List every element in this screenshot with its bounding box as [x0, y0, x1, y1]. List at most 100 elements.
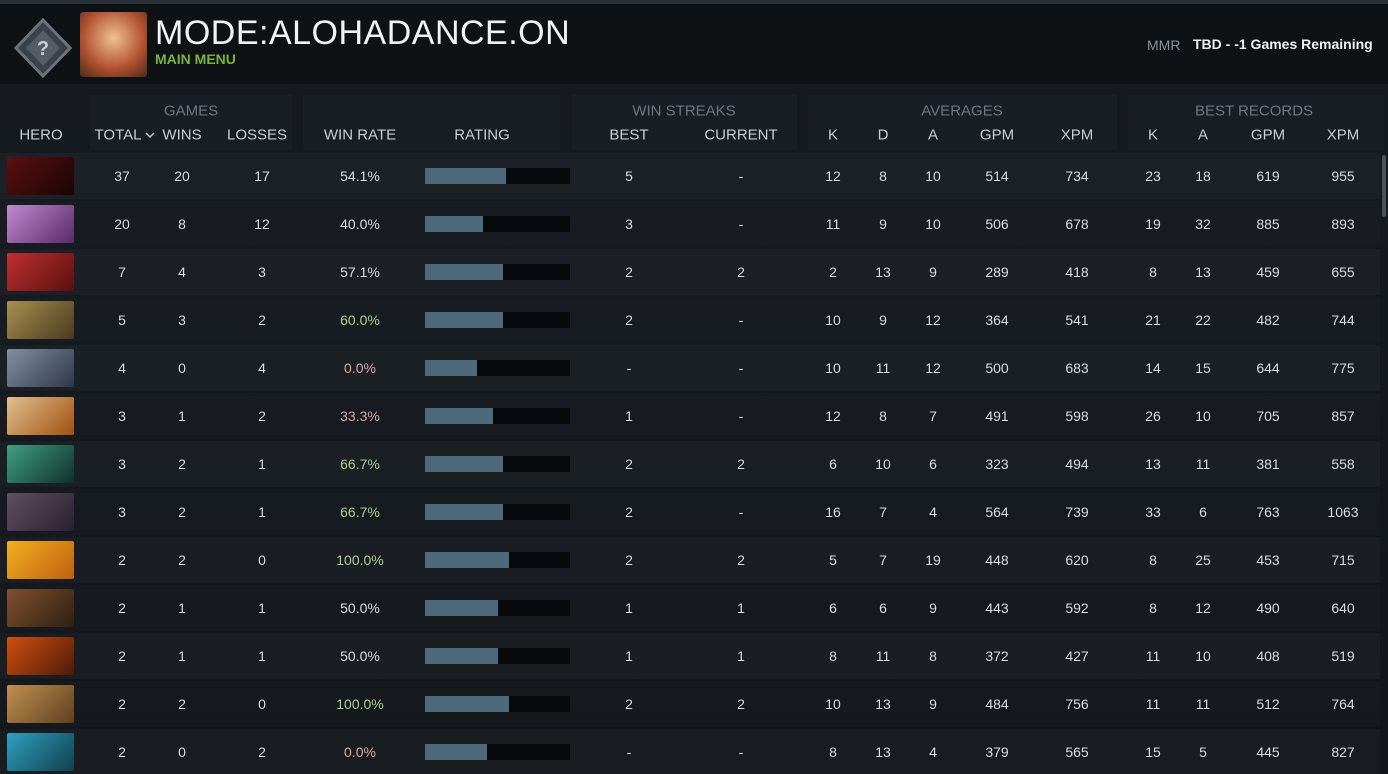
cell: 10	[925, 216, 941, 232]
column-header[interactable]: GPM	[979, 126, 1015, 144]
subtitle[interactable]: MAIN MENU	[155, 51, 236, 67]
rating-track	[425, 360, 570, 376]
row-bg[interactable]	[0, 249, 1380, 295]
cell: 0	[258, 552, 266, 568]
cell: 3	[118, 456, 126, 472]
cell: 490	[1256, 600, 1280, 616]
row-bg[interactable]	[0, 489, 1380, 535]
cell: 5	[829, 552, 837, 568]
column-header[interactable]: K	[1147, 126, 1159, 144]
cell: 11	[875, 360, 891, 376]
row-bg[interactable]	[0, 153, 1380, 199]
column-header[interactable]: CURRENT	[704, 126, 778, 144]
group-header: GAMES	[163, 102, 219, 120]
column-header[interactable]: BEST	[609, 126, 649, 144]
column-header[interactable]: D	[877, 126, 889, 144]
column-header[interactable]: XPM	[1060, 126, 1094, 144]
cell: 20	[114, 216, 130, 232]
cell: 13	[1145, 456, 1161, 472]
cell: 0	[178, 360, 186, 376]
cell: 1	[625, 408, 633, 424]
win-rate: 33.3%	[340, 408, 380, 424]
games-panel	[90, 95, 292, 150]
column-header[interactable]: A	[927, 126, 939, 144]
cell: 2	[625, 312, 633, 328]
column-header[interactable]: K	[827, 126, 839, 144]
cell: 541	[1065, 312, 1089, 328]
rating-track	[425, 408, 570, 424]
cell: 893	[1331, 216, 1355, 232]
cell: 705	[1256, 408, 1280, 424]
cell: 640	[1331, 600, 1355, 616]
cell: 2	[118, 744, 126, 760]
cell: 10	[825, 360, 841, 376]
row-bg[interactable]	[0, 537, 1380, 583]
cell: 2	[625, 264, 633, 280]
column-header[interactable]: HERO	[19, 126, 63, 144]
row-bg[interactable]	[0, 393, 1380, 439]
cell: 565	[1065, 744, 1089, 760]
cell: 25	[1195, 552, 1211, 568]
cell: 12	[825, 408, 841, 424]
rating-track	[425, 312, 570, 328]
cell: 7	[929, 408, 937, 424]
title: MODE:ALOHADANCE.ON	[155, 14, 571, 52]
row-bg[interactable]	[0, 729, 1380, 774]
cell: 1063	[1327, 504, 1359, 520]
cell: 8	[1149, 600, 1157, 616]
cell: 6	[829, 600, 837, 616]
win-rate: 40.0%	[340, 216, 380, 232]
avatar[interactable]	[80, 12, 147, 77]
cell: 514	[985, 168, 1009, 184]
cell: 1	[178, 600, 186, 616]
column-header[interactable]: LOSSES	[226, 126, 288, 144]
rating-track	[425, 696, 570, 712]
cell: 418	[1065, 264, 1089, 280]
rating-bar	[425, 456, 504, 472]
header-bar	[0, 4, 1388, 84]
cell: 857	[1331, 408, 1355, 424]
cell: 408	[1256, 648, 1280, 664]
column-header[interactable]: WINS	[162, 126, 202, 144]
column-header[interactable]: RATING	[454, 126, 510, 144]
rating-track	[425, 456, 570, 472]
row-bg[interactable]	[0, 441, 1380, 487]
cell: 3	[118, 408, 126, 424]
row-bg[interactable]	[0, 681, 1380, 727]
cell: 482	[1256, 312, 1280, 328]
row-bg[interactable]	[0, 201, 1380, 247]
row-bg[interactable]	[0, 633, 1380, 679]
column-header[interactable]: XPM	[1326, 126, 1360, 144]
cell: 744	[1331, 312, 1355, 328]
column-header[interactable]: WIN RATE	[323, 126, 397, 144]
rating-bar	[425, 216, 483, 232]
rating-track	[425, 264, 570, 280]
hero-portrait	[7, 397, 74, 435]
cell: 19	[925, 552, 941, 568]
averages-panel	[808, 95, 1117, 150]
cell: 827	[1331, 744, 1355, 760]
cell: 448	[985, 552, 1009, 568]
rating-track	[425, 552, 570, 568]
column-header[interactable]: GPM	[1250, 126, 1286, 144]
rating-bar	[425, 264, 504, 280]
sort-chevron[interactable]	[145, 131, 155, 139]
cell: 11	[1195, 696, 1211, 712]
row-bg[interactable]	[0, 585, 1380, 631]
row-bg[interactable]	[0, 297, 1380, 343]
cell: 372	[985, 648, 1009, 664]
rating-track	[425, 168, 570, 184]
mmr-label: MMR	[1147, 37, 1181, 53]
cell: 2	[178, 552, 186, 568]
cell: 955	[1331, 168, 1355, 184]
hero-portrait	[7, 445, 74, 483]
row-bg[interactable]	[0, 345, 1380, 391]
scrollbar[interactable]	[1382, 155, 1386, 217]
best-panel	[1128, 95, 1384, 150]
cell: 3	[258, 264, 266, 280]
column-header[interactable]: A	[1197, 126, 1209, 144]
cell: 14	[1145, 360, 1161, 376]
cell: 0	[258, 696, 266, 712]
column-header[interactable]: TOTAL	[94, 126, 142, 144]
mmr-value: TBD - -1 Games Remaining	[1193, 36, 1373, 52]
